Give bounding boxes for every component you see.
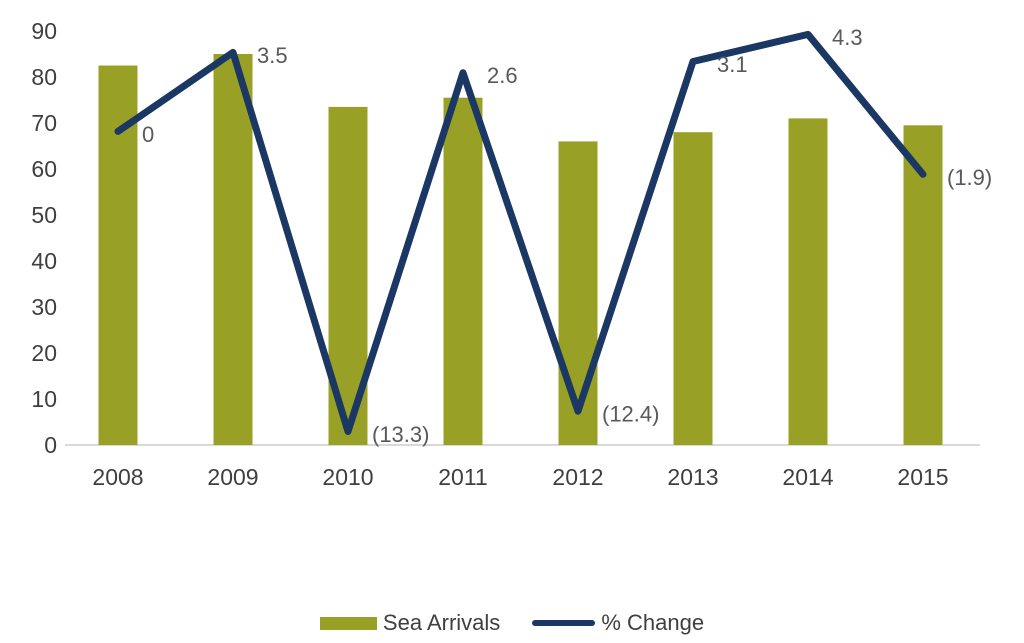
bar-swatch-icon	[319, 616, 377, 630]
y-axis-tick-label: 70	[31, 110, 57, 136]
x-axis-label-2011: 2011	[438, 464, 487, 490]
data-label-2010: (13.3)	[372, 422, 429, 447]
data-label-2013: 3.1	[717, 52, 748, 77]
legend-item-sea-arrivals: Sea Arrivals	[319, 610, 501, 636]
data-label-2011: 2.6	[487, 63, 518, 88]
data-label-2012: (12.4)	[602, 402, 659, 427]
data-label-2008: 0	[142, 122, 154, 147]
y-axis-tick-label: 80	[31, 64, 57, 90]
x-axis-label-2008: 2008	[92, 464, 143, 490]
chart-legend: Sea Arrivals % Change	[0, 610, 1024, 636]
line-swatch-icon	[532, 620, 596, 626]
y-axis-tick-label: 20	[31, 340, 57, 366]
y-axis-tick-label: 0	[44, 432, 57, 458]
x-axis-label-2015: 2015	[897, 464, 948, 490]
bar-2012	[558, 141, 598, 445]
y-axis-tick-label: 10	[31, 386, 57, 412]
data-label-2014: 4.3	[832, 25, 863, 50]
data-label-2009: 3.5	[257, 43, 288, 68]
data-label-2015: (1.9)	[947, 165, 992, 190]
bar-2013	[673, 132, 713, 445]
legend-item-pct-change: % Change	[532, 610, 704, 636]
x-axis-label-2010: 2010	[322, 464, 373, 490]
x-axis-label-2013: 2013	[667, 464, 718, 490]
x-axis-label-2012: 2012	[552, 464, 603, 490]
legend-label-sea-arrivals: Sea Arrivals	[382, 610, 501, 635]
y-axis-tick-label: 90	[31, 18, 57, 44]
x-axis-label-2014: 2014	[782, 464, 833, 490]
x-axis-label-2009: 2009	[207, 464, 258, 490]
bar-2015	[903, 125, 943, 446]
bar-2011	[443, 97, 483, 445]
bar-2014	[788, 118, 828, 446]
y-axis-tick-label: 60	[31, 156, 57, 182]
y-axis-tick-label: 40	[31, 248, 57, 274]
y-axis-tick-label: 50	[31, 202, 57, 228]
legend-label-pct-change: % Change	[601, 610, 705, 635]
pct-change-line	[114, 30, 927, 435]
bar-2009	[213, 54, 253, 445]
y-axis-tick-label: 30	[31, 294, 57, 320]
